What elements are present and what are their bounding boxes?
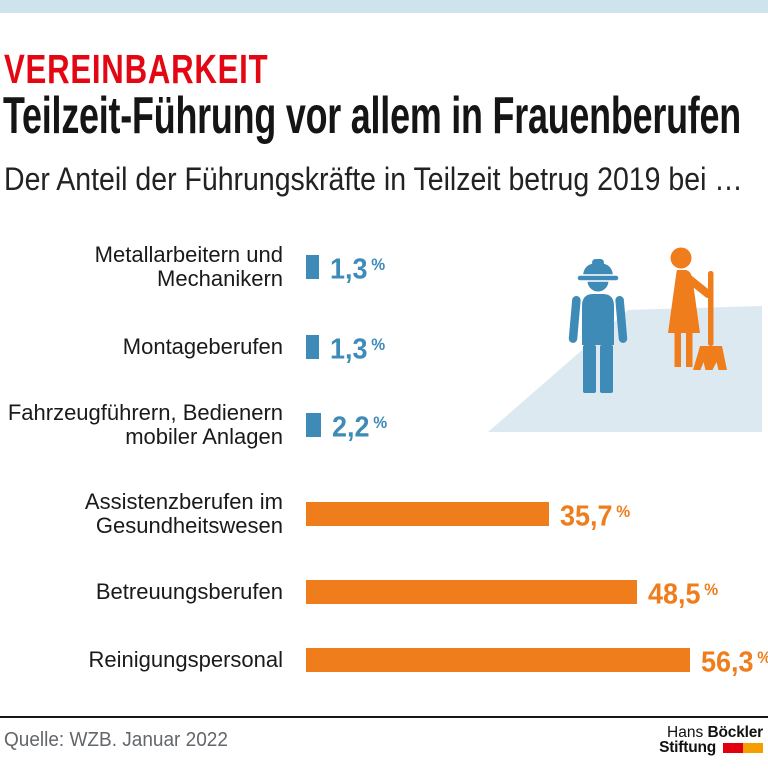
category-label: Reinigungspersonal [88,647,283,672]
bar-row: Fahrzeugführern, Bedienern mobiler Anlag… [0,401,768,449]
broom-icon [693,346,727,370]
broom-handle [708,271,714,346]
category-label: Montageberufen [122,334,283,359]
logo-line1: Hans Böckler [659,724,764,741]
floor-shape [488,306,762,432]
source-note: Quelle: WZB. Januar 2022 [4,729,228,751]
bar [306,580,637,604]
hbs-logo: Hans Böckler Stiftung [659,724,764,756]
male-worker-figure [568,259,628,393]
percent-sign: % [757,648,768,667]
percent-sign: % [373,412,388,432]
logo-red-block [723,743,743,753]
bar [306,335,319,359]
woman-right-leg [686,333,693,367]
man-right-leg [600,345,613,393]
bar [306,648,690,672]
hard-hat-brim [576,274,620,282]
cleaning-woman-figure [668,247,727,370]
logo-orange-block [743,743,763,753]
bar-row: Metallarbeitern und Mechanikern 1,3% [0,243,768,291]
man-left-arm [568,295,581,343]
man-right-arm [615,295,628,343]
hard-hat-icon [583,263,613,277]
value-label: 48,5% [648,578,719,611]
woman-arm [684,274,712,298]
woman-head [670,247,692,269]
percent-sign: % [371,334,386,354]
bar [306,413,321,437]
man-torso [582,294,614,345]
bar-row: Assistenzberufen im Gesundheitswesen 35,7… [0,490,768,538]
logo-hans: Hans [667,724,704,741]
gender-pictogram [488,247,762,432]
chart-subtitle: Der Anteil der Führungskräfte in Teilzei… [4,161,743,197]
logo-line2: Stiftung [659,740,763,755]
man-left-leg [583,345,596,393]
value-label: 56,3% [701,646,768,676]
percent-sign: % [704,579,719,599]
logo-stiftung: Stiftung [659,739,716,756]
category-label: Betreuungsberufen [95,579,283,604]
bar [306,502,549,526]
woman-left-leg [674,333,681,367]
category-label: Fahrzeugführern, Bedienern mobiler Anlag… [7,400,283,449]
bar-row: Montageberufen 1,3% [0,333,768,366]
percent-sign: % [371,254,386,274]
top-accent-bar [0,0,768,13]
logo-boeckler: Böckler [707,724,764,741]
footer-divider [0,716,768,718]
category-label: Metallarbeitern und Mechanikern [94,242,283,291]
value-label: 2,2% [332,411,388,444]
value-label: 1,3% [330,333,386,366]
bar-row: Betreuungsberufen 48,5% [0,578,768,611]
page-title: Teilzeit-Führung vor allem in Frauenberu… [3,87,742,145]
category-label: Assistenzberufen im Gesundheitswesen [84,489,283,538]
value-label: 35,7% [560,500,631,533]
bar [306,255,319,279]
value-label: 1,3% [330,253,386,286]
kicker: VEREINBARKEIT [4,46,269,92]
percent-sign: % [616,501,631,521]
bar-row: Reinigungspersonal 56,3% [0,646,768,676]
